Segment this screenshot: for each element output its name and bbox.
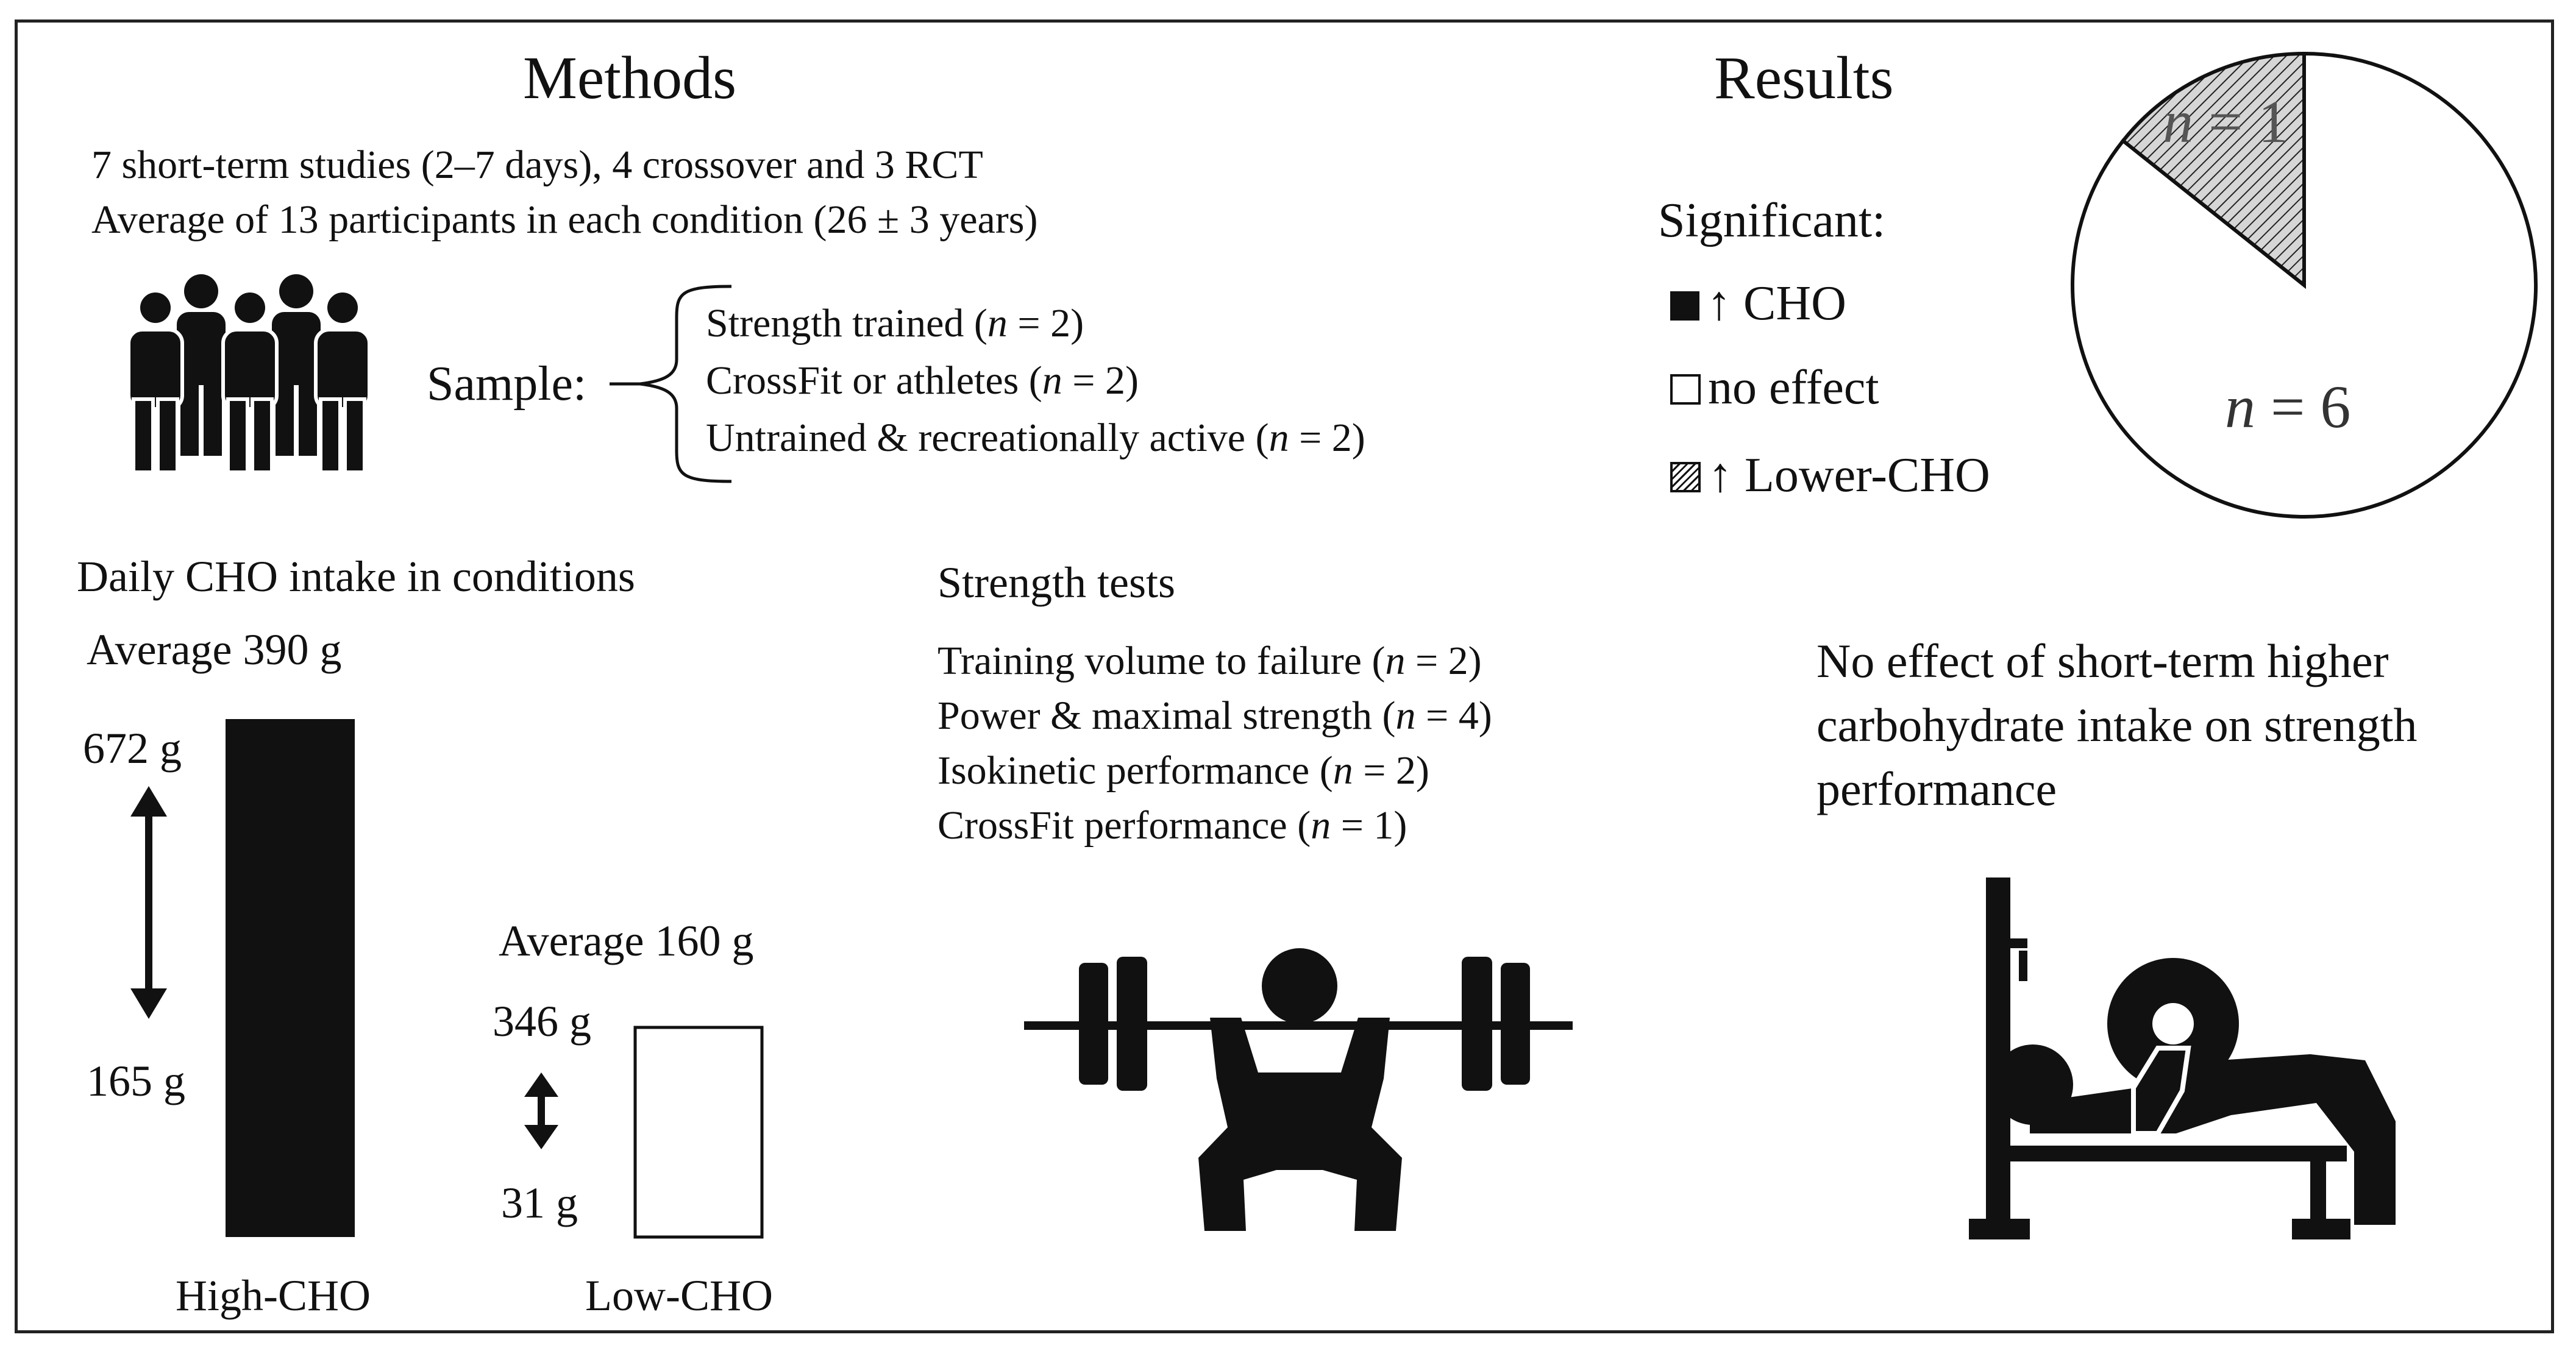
legend-item-lower-cho: ↑ Lower-CHO <box>1670 451 1990 500</box>
sample-item: Strength trained (n = 2) <box>706 301 1084 346</box>
sample-item: CrossFit or athletes (n = 2) <box>706 358 1139 403</box>
conclusion-text: No effect of short-term higher carbohydr… <box>1816 634 2418 815</box>
figure-frame <box>15 20 2554 1333</box>
test-item: CrossFit performance (n = 1) <box>938 803 1407 848</box>
legend-item-cho: ↑ CHO <box>1670 279 1846 328</box>
low-average-label: Average 160 g <box>499 916 754 965</box>
methods-line-studies: 7 short-term studies (2–7 days), 4 cross… <box>91 143 983 187</box>
low-max-label: 346 g <box>493 997 591 1046</box>
significant-label: Significant: <box>1658 194 1886 247</box>
legend-item-no-effect: no effect <box>1670 363 1879 412</box>
pie-label-lower-cho: n = 1 <box>2163 88 2289 155</box>
low-cho-name: Low-CHO <box>585 1271 773 1320</box>
empty-swatch-icon <box>1670 374 1701 405</box>
pie-label-no-effect: n = 6 <box>2225 373 2351 441</box>
methods-title: Methods <box>523 44 736 112</box>
solid-swatch-icon <box>1670 291 1699 321</box>
sample-item: Untrained & recreationally active (n = 2… <box>706 416 1365 460</box>
high-min-label: 165 g <box>87 1057 185 1105</box>
sample-label: Sample: <box>427 357 587 411</box>
test-item: Power & maximal strength (n = 4) <box>938 693 1492 738</box>
results-title: Results <box>1714 44 1894 112</box>
test-item: Training volume to failure (n = 2) <box>938 639 1482 683</box>
test-item: Isokinetic performance (n = 2) <box>938 748 1429 793</box>
low-min-label: 31 g <box>501 1179 578 1227</box>
methods-line-participants: Average of 13 participants in each condi… <box>91 197 1038 242</box>
tests-title: Strength tests <box>938 558 1175 607</box>
high-cho-name: High-CHO <box>176 1271 371 1320</box>
hatched-swatch-icon <box>1670 462 1701 492</box>
high-max-label: 672 g <box>83 724 182 773</box>
high-average-label: Average 390 g <box>87 625 342 674</box>
intake-title: Daily CHO intake in conditions <box>77 552 635 601</box>
